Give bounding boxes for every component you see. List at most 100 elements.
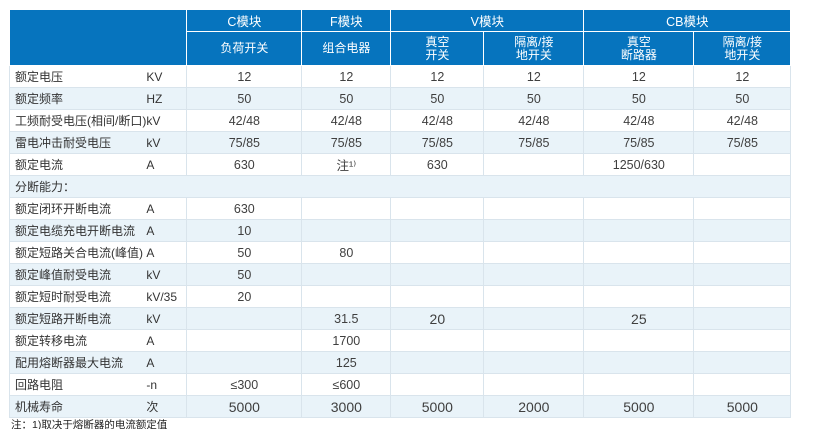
table-row: 额定转移电流 A 1700 xyxy=(8,329,792,352)
value-cell: 5000 xyxy=(693,395,792,418)
row-unit: -n xyxy=(146,377,157,392)
row-label-cell: 额定短路开断电流 kV xyxy=(8,307,188,330)
value-cell xyxy=(583,241,695,264)
value-cell: 5000 xyxy=(186,395,303,418)
table-row: 额定电压 KV 12 12 12 12 12 12 xyxy=(8,65,792,88)
row-label-cell: 额定频率 HZ xyxy=(8,87,188,110)
row-unit: kV xyxy=(146,311,161,326)
row-label-cell: 回路电阻 -n xyxy=(8,373,188,396)
value-cell: 80 xyxy=(301,241,392,264)
value-cell xyxy=(583,329,695,352)
row-label-cell: 额定电缆充电开断电流 A xyxy=(8,219,188,242)
row-unit: A xyxy=(146,201,155,216)
row-unit: HZ xyxy=(146,91,163,106)
table-row: 额定电缆充电开断电流 A 10 xyxy=(8,219,792,242)
header-subhead-cell: 隔离/接 地开关 xyxy=(483,31,585,66)
spec-table: C模块 F模块 V模块 CB模块 负荷开关 组合电器 真空 开关 隔离/接 地开关 真空 断路器… xyxy=(8,9,792,418)
value-cell: 630 xyxy=(186,197,303,220)
value-cell: 75/85 xyxy=(483,131,585,154)
row-label: 额定峰值耐受电流 xyxy=(15,268,112,282)
table-row: 配用熔断器最大电流 A 125 xyxy=(8,351,792,374)
table-row: 回路电阻 -n ≤300 ≤600 xyxy=(8,373,792,396)
value-cell xyxy=(186,329,303,352)
row-unit: A xyxy=(146,223,155,238)
row-label: 额定电缆充电开断电流 xyxy=(15,224,136,238)
row-unit: 次 xyxy=(146,400,159,414)
value-cell: ≤600 xyxy=(301,373,392,396)
value-cell xyxy=(483,263,585,286)
value-cell: ≤300 xyxy=(186,373,303,396)
row-label-cell: 额定短路关合电流(峰值) A xyxy=(8,241,188,264)
footnote: 注：1)取决于熔断器的电流额定值 xyxy=(11,419,168,429)
header-group-cell: CB模块 xyxy=(583,9,792,32)
value-cell xyxy=(693,263,792,286)
value-cell: 50 xyxy=(693,87,792,110)
row-unit: A xyxy=(146,245,155,260)
table-row: 额定峰值耐受电流 kV 50 xyxy=(8,263,792,286)
value-cell: 630 xyxy=(390,153,485,176)
value-cell: 42/48 xyxy=(186,109,303,132)
value-cell: 50 xyxy=(583,87,695,110)
value-cell: 50 xyxy=(301,87,392,110)
value-cell xyxy=(483,285,585,308)
value-cell: 42/48 xyxy=(301,109,392,132)
row-label-cell: 配用熔断器最大电流 A xyxy=(8,351,188,374)
row-unit: kV xyxy=(146,113,161,128)
row-unit: kV xyxy=(146,267,161,282)
value-cell: 75/85 xyxy=(186,131,303,154)
table-row: 额定短路开断电流 kV 31.5 20 25 xyxy=(8,307,792,330)
table-body: 额定电压 KV 12 12 12 12 12 12 额定频率 HZ 50 50 50 50 50 50 工频耐受… xyxy=(8,65,792,418)
value-cell xyxy=(390,351,485,374)
value-cell xyxy=(693,351,792,374)
value-cell xyxy=(483,241,585,264)
value-cell xyxy=(186,351,303,374)
value-cell xyxy=(483,307,585,330)
value-cell: 5000 xyxy=(390,395,485,418)
row-label-cell: 雷电冲击耐受电压 kV xyxy=(8,131,188,154)
row-label-cell: 额定短时耐受电流 kV/35 xyxy=(8,285,188,308)
row-label: 额定电压 xyxy=(15,70,64,84)
table-row: 雷电冲击耐受电压 kV 75/85 75/85 75/85 75/85 75/85 75/85 xyxy=(8,131,792,154)
row-unit: kV xyxy=(146,135,161,150)
row-unit: KV xyxy=(146,69,163,84)
row-label: 额定频率 xyxy=(15,92,64,106)
value-cell xyxy=(301,197,392,220)
row-label: 额定转移电流 xyxy=(15,334,88,348)
value-cell: 50 xyxy=(186,241,303,264)
header-subhead-cell: 隔离/接 地开关 xyxy=(693,31,792,66)
value-cell xyxy=(483,351,585,374)
row-label-cell: 额定转移电流 A xyxy=(8,329,188,352)
value-cell xyxy=(583,373,695,396)
value-cell: 125 xyxy=(301,351,392,374)
value-cell xyxy=(483,329,585,352)
value-cell xyxy=(483,373,585,396)
value-cell xyxy=(693,219,792,242)
value-cell: 31.5 xyxy=(301,307,392,330)
value-cell xyxy=(483,219,585,242)
value-cell: 20 xyxy=(390,307,485,330)
table-row: 额定频率 HZ 50 50 50 50 50 50 xyxy=(8,87,792,110)
row-label-cell: 额定闭环开断电流 A xyxy=(8,197,188,220)
row-label: 回路电阻 xyxy=(15,378,64,392)
table-header: C模块 F模块 V模块 CB模块 负荷开关 组合电器 真空 开关 隔离/接 地开关 真空 断路器… xyxy=(8,9,792,66)
table-row: 额定电流 A 630 注¹⁾ 630 1250/630 xyxy=(8,153,792,176)
value-cell xyxy=(693,241,792,264)
row-label: 额定短路开断电流 xyxy=(15,312,112,326)
row-label-cell: 额定电流 A xyxy=(8,153,188,176)
value-cell: 42/48 xyxy=(693,109,792,132)
value-cell xyxy=(390,197,485,220)
value-cell: 50 xyxy=(390,87,485,110)
value-cell: 50 xyxy=(186,87,303,110)
value-cell: 5000 xyxy=(583,395,695,418)
table-row: 机械寿命次 5000 3000 5000 2000 5000 5000 xyxy=(8,395,792,418)
value-cell xyxy=(693,153,792,176)
value-cell xyxy=(693,285,792,308)
value-cell xyxy=(301,219,392,242)
header-subhead-cell: 真空 断路器 xyxy=(583,31,695,66)
value-cell: 注¹⁾ xyxy=(301,153,392,176)
value-cell: 2000 xyxy=(483,395,585,418)
value-cell xyxy=(390,241,485,264)
value-cell: 42/48 xyxy=(483,109,585,132)
table-row: 额定闭环开断电流 A 630 xyxy=(8,197,792,220)
value-cell xyxy=(186,307,303,330)
